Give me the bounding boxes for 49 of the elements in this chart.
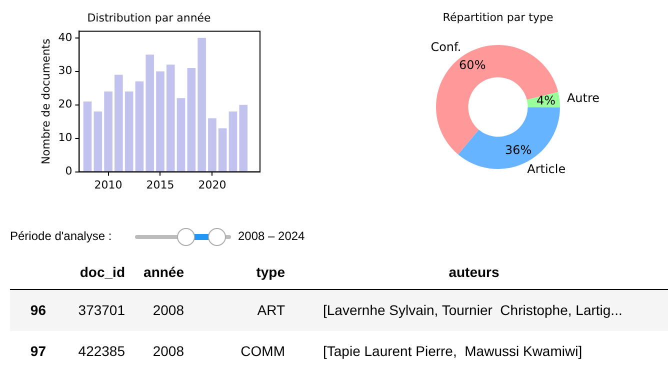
bar <box>83 102 92 172</box>
bar <box>228 112 238 172</box>
text: 2008 <box>152 342 184 361</box>
y-axis-title: Nombre de documents <box>39 38 52 164</box>
bar <box>208 118 216 172</box>
chart-title: Distribution par année <box>87 11 212 24</box>
text: 2008 – 2024 <box>238 229 305 243</box>
x-tick-label: 2015 <box>146 178 174 192</box>
bar <box>146 54 154 172</box>
category-label: année <box>144 263 184 282</box>
y-tick-label: 30 <box>58 64 72 78</box>
slice-label: Article <box>527 162 566 176</box>
bar <box>218 128 227 172</box>
text: 373701 <box>78 301 125 320</box>
x-tick-label: 2010 <box>94 178 122 192</box>
y-tick-label: 10 <box>58 131 72 144</box>
bar <box>198 38 206 172</box>
slice-label: Autre <box>566 90 600 105</box>
text: 422385 <box>78 342 125 361</box>
text: [Lavernhe Sylvain, Tournier Christophe, Lartig... <box>323 301 622 320</box>
text: ART <box>257 301 285 320</box>
category-label: type <box>256 263 285 282</box>
bar <box>176 98 186 172</box>
bar <box>124 91 134 172</box>
chart-title: Répartition par type <box>442 10 554 24</box>
data-label: 36% <box>504 143 532 158</box>
y-tick-label: 20 <box>58 98 72 111</box>
text: COMM <box>240 342 285 361</box>
text: Période d'analyse : <box>10 229 112 243</box>
bar <box>156 71 164 172</box>
bar <box>239 104 248 172</box>
bar <box>135 81 144 172</box>
y-tick-label: 40 <box>58 30 72 44</box>
category-label: doc_id <box>80 263 125 282</box>
bar <box>114 74 123 172</box>
bar <box>104 91 112 172</box>
bar <box>187 68 196 172</box>
bar <box>166 64 175 172</box>
slice-label: Conf. <box>430 40 462 54</box>
data-label: 60% <box>459 58 486 72</box>
text: [Tapie Laurent Pierre, Mawussi Kwamiwi] <box>323 342 582 361</box>
data-label: 4% <box>536 93 556 108</box>
text: 97 <box>30 342 46 361</box>
y-tick-label: 0 <box>65 164 72 178</box>
x-tick-label: 2020 <box>198 178 226 192</box>
category-label: auteurs <box>448 264 500 280</box>
text: 96 <box>30 301 46 320</box>
text: 2008 <box>152 301 184 320</box>
bar <box>94 112 102 172</box>
